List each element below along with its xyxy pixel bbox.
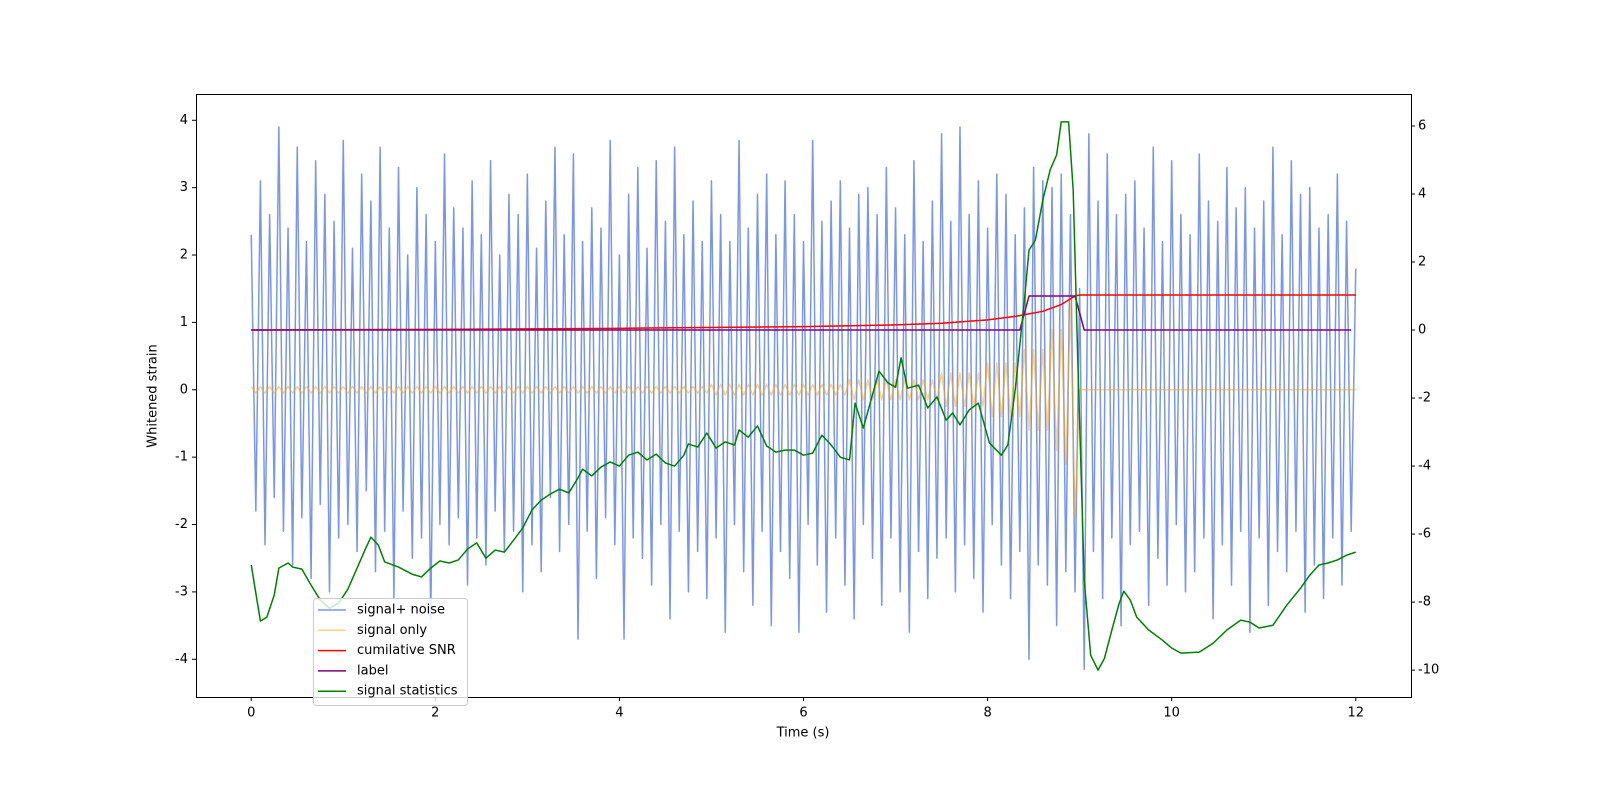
y-tick-label: 4 — [180, 113, 188, 128]
x-tick-label: 8 — [983, 706, 991, 721]
plot-area — [250, 121, 1357, 671]
y-tick-label: 1 — [180, 315, 188, 330]
series-line — [251, 295, 1352, 331]
y-tick-label: 2 — [180, 248, 188, 263]
y2-tick-label: -6 — [1418, 527, 1431, 542]
x-tick-label: 10 — [1163, 706, 1180, 721]
series-line — [250, 301, 1356, 519]
y2-tick-label: 2 — [1418, 255, 1426, 270]
legend-label: cumilative SNR — [357, 643, 456, 658]
x-tick-label: 12 — [1347, 706, 1364, 721]
y-tick-label: -4 — [175, 652, 188, 667]
y2-tick-label: 0 — [1418, 323, 1426, 338]
y-tick-label: 3 — [180, 180, 188, 195]
legend-label: signal only — [357, 623, 427, 638]
y2-tick-label: -4 — [1418, 459, 1431, 474]
y2-tick-label: -8 — [1418, 595, 1431, 610]
series-line — [250, 126, 1357, 671]
y2-tick-label: 6 — [1418, 118, 1426, 133]
series-line — [250, 121, 1357, 671]
y2-tick-label: -10 — [1418, 663, 1439, 678]
x-tick-label: 6 — [799, 706, 807, 721]
y-tick-label: -2 — [175, 517, 188, 532]
legend: signal+ noise signal only cumilative SNR la… — [313, 598, 468, 706]
y-tick-label: -1 — [175, 450, 188, 465]
x-axis-label: Time (s) — [776, 726, 830, 741]
x-tick-label: 0 — [247, 706, 255, 721]
x-tick-label: 4 — [615, 706, 623, 721]
y2-tick-label: -2 — [1418, 391, 1431, 406]
legend-box — [313, 598, 468, 706]
y-tick-label: 0 — [180, 382, 188, 397]
x-tick-label: 2 — [431, 706, 439, 721]
legend-label: signal+ noise — [357, 603, 445, 618]
y-axis-label: Whitened strain — [146, 344, 161, 447]
y-tick-label: -3 — [175, 584, 188, 599]
y2-tick-label: 4 — [1418, 186, 1426, 201]
legend-label: signal statistics — [357, 684, 458, 699]
legend-label: label — [357, 663, 388, 678]
